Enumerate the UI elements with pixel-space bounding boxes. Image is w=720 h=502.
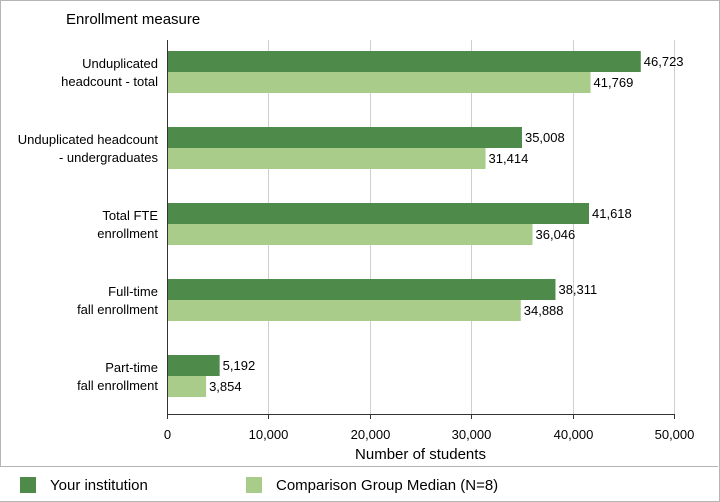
bar-your-institution bbox=[168, 203, 590, 224]
data-label: 41,618 bbox=[592, 206, 632, 221]
bar-your-institution bbox=[168, 279, 556, 300]
x-tick-label: 20,000 bbox=[351, 427, 391, 442]
category-label: Total FTE bbox=[102, 208, 158, 223]
data-label: 35,008 bbox=[525, 130, 565, 145]
bar-comparison-median bbox=[168, 376, 207, 397]
x-tick-label: 0 bbox=[164, 427, 171, 442]
data-label: 5,192 bbox=[223, 358, 256, 373]
data-label: 38,311 bbox=[558, 282, 597, 297]
category-label: fall enrollment bbox=[77, 302, 158, 317]
x-tick-label: 30,000 bbox=[452, 427, 492, 442]
bar-your-institution bbox=[168, 51, 641, 72]
bar-chart: Enrollment measure 0 10,000 20,000 30,000 40,… bbox=[18, 11, 695, 463]
y-axis-title: Enrollment measure bbox=[66, 11, 200, 28]
category-label: Unduplicated bbox=[82, 56, 158, 71]
data-label: 31,414 bbox=[489, 151, 529, 166]
legend-swatch bbox=[246, 477, 262, 493]
x-tick-label: 40,000 bbox=[554, 427, 594, 442]
bar-your-institution bbox=[168, 355, 220, 376]
x-axis-title: Number of students bbox=[355, 446, 486, 463]
category-label: Unduplicated headcount bbox=[18, 132, 159, 147]
x-tick-label: 50,000 bbox=[655, 427, 695, 442]
category-label: - undergraduates bbox=[59, 150, 159, 165]
bar-comparison-median bbox=[168, 224, 533, 245]
x-tick-label: 10,000 bbox=[249, 427, 289, 442]
chart-legend: Your institution Comparison Group Median … bbox=[0, 466, 718, 501]
data-label: 41,769 bbox=[594, 75, 634, 90]
bar-your-institution bbox=[168, 127, 522, 148]
category-label: fall enrollment bbox=[77, 378, 158, 393]
data-label: 46,723 bbox=[644, 54, 684, 69]
data-label: 36,046 bbox=[536, 227, 576, 242]
category-label: Part-time bbox=[105, 360, 158, 375]
bar-comparison-median bbox=[168, 148, 486, 169]
data-label: 3,854 bbox=[209, 379, 242, 394]
category-label: headcount - total bbox=[61, 74, 158, 89]
legend-label: Your institution bbox=[50, 476, 148, 494]
legend-swatch bbox=[20, 477, 36, 493]
bar-comparison-median bbox=[168, 300, 521, 321]
legend-item-your-institution: Your institution bbox=[20, 476, 148, 494]
legend-label: Comparison Group Median (N=8) bbox=[276, 476, 499, 494]
bar-comparison-median bbox=[168, 72, 591, 93]
legend-item-comparison-median: Comparison Group Median (N=8) bbox=[246, 476, 498, 494]
category-label: enrollment bbox=[97, 226, 158, 241]
data-label: 34,888 bbox=[524, 303, 564, 318]
category-label: Full-time bbox=[108, 284, 158, 299]
